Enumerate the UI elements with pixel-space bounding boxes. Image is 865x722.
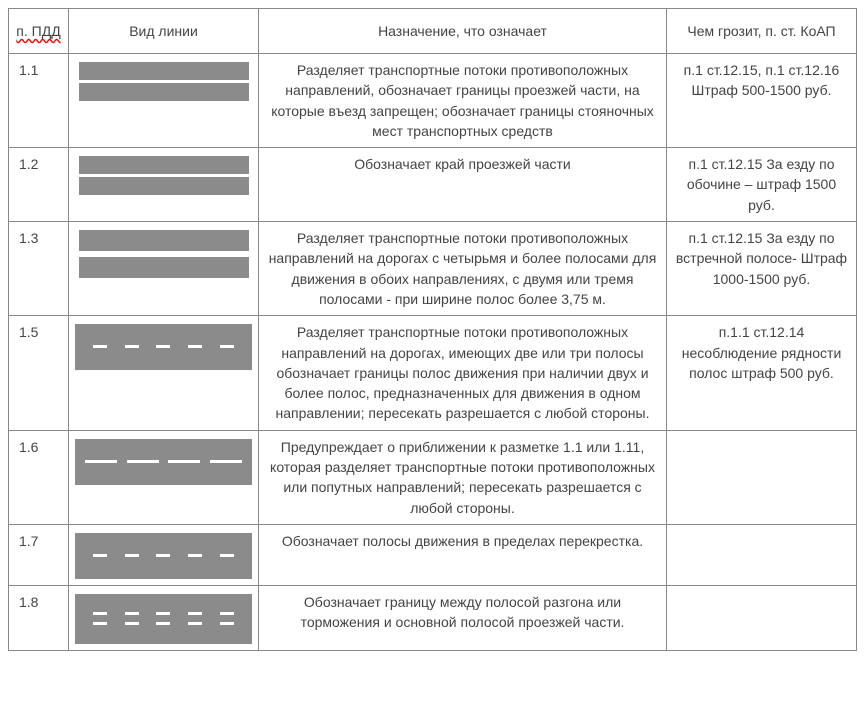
- row-penalty: [667, 585, 857, 650]
- marking-1-7: [75, 533, 252, 579]
- row-penalty: п.1 ст.12.15 За езду по встречной полосе…: [667, 222, 857, 316]
- table-row: 1.2 Обозначает край проезжей части п.1 с…: [9, 148, 857, 222]
- road-markings-table: п. ПДД Вид линии Назначение, что означае…: [8, 8, 857, 651]
- row-desc: Предупреждает о приближении к разметке 1…: [259, 430, 667, 524]
- table-row: 1.5 Разделяет транспортные потоки против…: [9, 316, 857, 430]
- table-row: 1.1 Разделяет транспортные потоки против…: [9, 54, 857, 148]
- row-num: 1.3: [9, 222, 69, 316]
- table-row: 1.7 Обозначает полосы движения в предела…: [9, 524, 857, 585]
- marking-1-3: [79, 230, 249, 278]
- row-marking: [69, 316, 259, 430]
- row-penalty: п.1 ст.12.15, п.1 ст.12.16 Штраф 500-150…: [667, 54, 857, 148]
- row-marking: [69, 148, 259, 222]
- row-penalty: [667, 430, 857, 524]
- row-marking: [69, 585, 259, 650]
- row-num: 1.8: [9, 585, 69, 650]
- table-row: 1.3 Разделяет транспортные потоки против…: [9, 222, 857, 316]
- row-num: 1.7: [9, 524, 69, 585]
- row-desc: Разделяет транспортные потоки противопол…: [259, 316, 667, 430]
- row-num: 1.6: [9, 430, 69, 524]
- table-row: 1.6 Предупреждает о приближении к размет…: [9, 430, 857, 524]
- row-desc: Обозначает границу между полосой разгона…: [259, 585, 667, 650]
- row-desc: Разделяет транспортные потоки противопол…: [259, 222, 667, 316]
- row-num: 1.1: [9, 54, 69, 148]
- table-body: 1.1 Разделяет транспортные потоки против…: [9, 54, 857, 651]
- row-desc: Обозначает край проезжей части: [259, 148, 667, 222]
- row-marking: [69, 524, 259, 585]
- row-marking: [69, 54, 259, 148]
- row-marking: [69, 222, 259, 316]
- row-penalty: [667, 524, 857, 585]
- header-desc: Назначение, что означает: [259, 9, 667, 54]
- marking-1-5: [75, 324, 252, 370]
- header-row: п. ПДД Вид линии Назначение, что означае…: [9, 9, 857, 54]
- header-penalty: Чем грозит, п. ст. КоАП: [667, 9, 857, 54]
- marking-1-1: [79, 62, 249, 101]
- row-num: 1.5: [9, 316, 69, 430]
- row-marking: [69, 430, 259, 524]
- row-desc: Разделяет транспортные потоки противопол…: [259, 54, 667, 148]
- row-penalty: п.1.1 ст.12.14 несоблюдение рядности пол…: [667, 316, 857, 430]
- header-num: п. ПДД: [9, 9, 69, 54]
- marking-1-8: [75, 594, 252, 644]
- header-line: Вид линии: [69, 9, 259, 54]
- marking-1-6: [75, 439, 252, 485]
- row-desc: Обозначает полосы движения в пределах пе…: [259, 524, 667, 585]
- row-penalty: п.1 ст.12.15 За езду по обочине – штраф …: [667, 148, 857, 222]
- table-row: 1.8 Обозначает границу между полосой раз…: [9, 585, 857, 650]
- marking-1-2: [79, 156, 249, 195]
- header-num-label: п. ПДД: [16, 23, 60, 39]
- row-num: 1.2: [9, 148, 69, 222]
